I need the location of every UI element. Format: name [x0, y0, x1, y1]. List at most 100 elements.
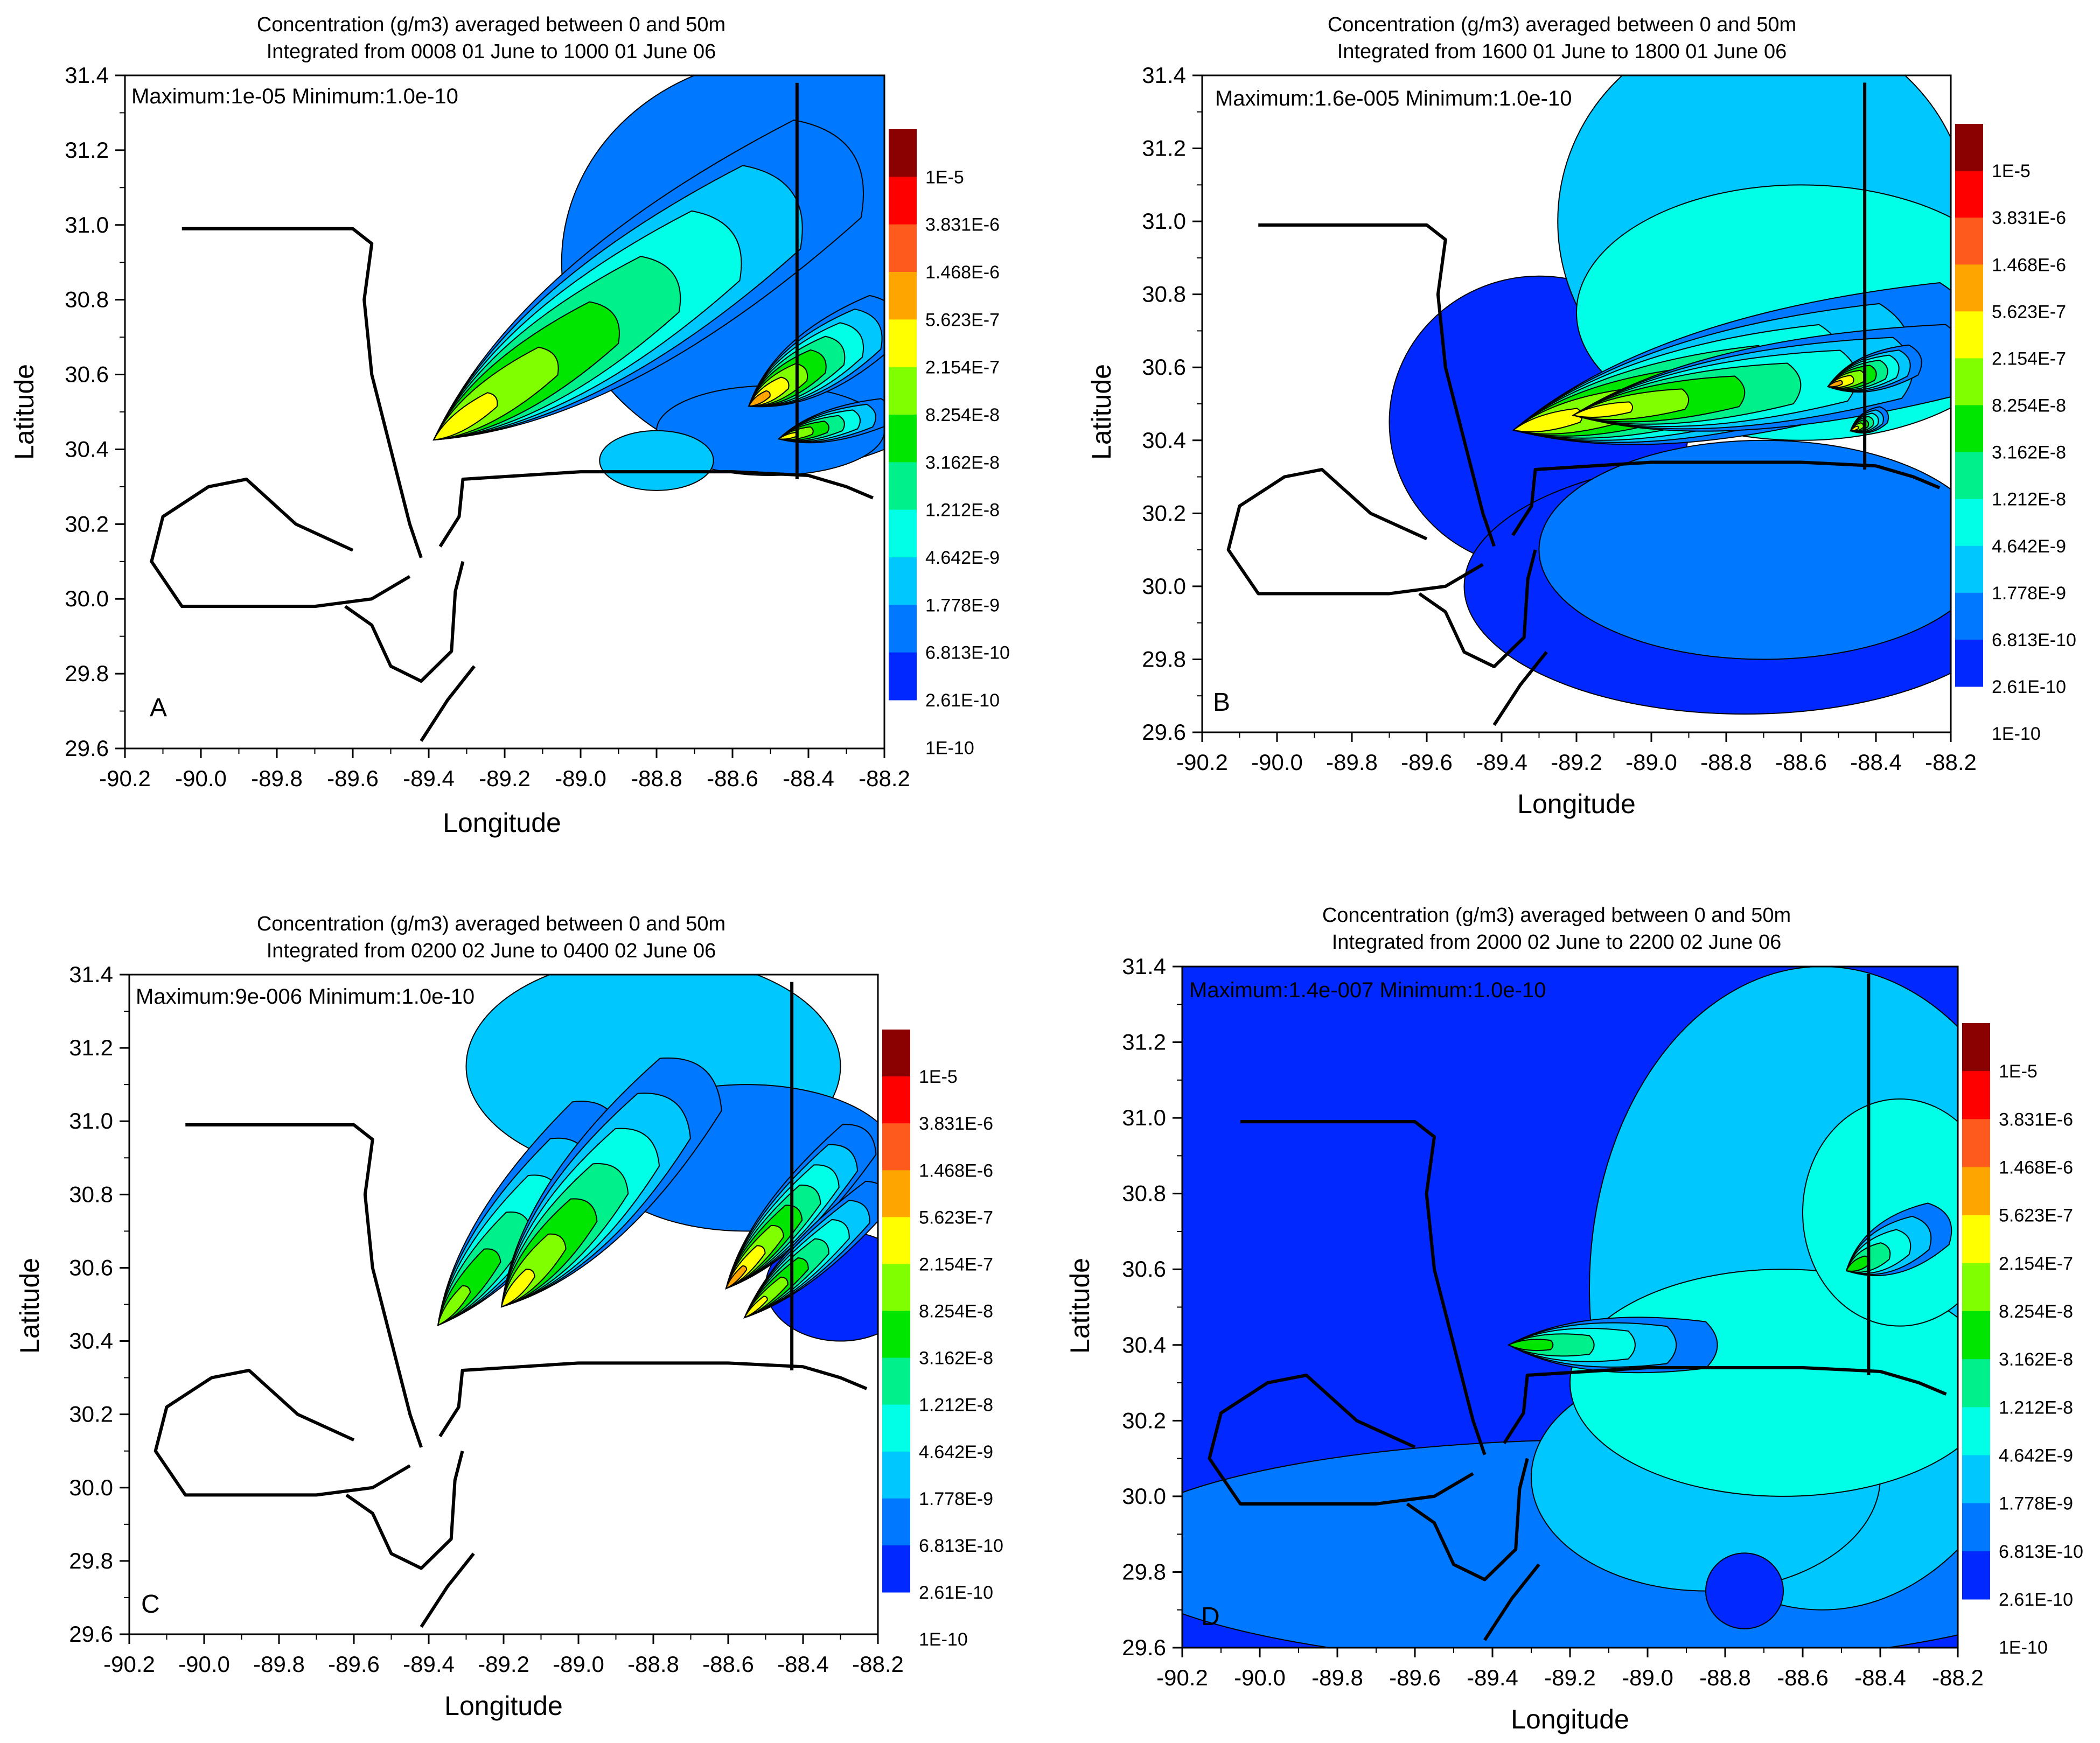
coastline-segment: [182, 227, 423, 558]
panel-d-y-label: Latitude: [1065, 1258, 1095, 1354]
colorbar-swatch: [882, 1264, 910, 1311]
colorbar-label: 2.61E-10: [1992, 677, 2066, 697]
panel-c-label: C: [141, 1590, 160, 1619]
colorbar-swatch: [1955, 218, 1983, 265]
colorbar-label: 3.162E-8: [919, 1348, 993, 1369]
panel-d: Concentration (g/m3) averaged between 0 …: [1065, 904, 2083, 1734]
panel-a-subtitle: Integrated from 0008 01 June to 1000 01 …: [267, 40, 716, 63]
colorbar-label: 1E-5: [1999, 1061, 2038, 1082]
coastline-segment: [1226, 468, 1484, 596]
x-tick-label: -88.4: [1850, 750, 1902, 775]
y-tick-label: 29.8: [1122, 1559, 1166, 1584]
colorbar-label: 2.154E-7: [1999, 1254, 2073, 1274]
colorbar-swatch: [1962, 1263, 1990, 1312]
y-tick-label: 31.4: [69, 962, 113, 987]
x-tick-label: -88.2: [1925, 750, 1977, 775]
panel-a-label: A: [150, 694, 167, 722]
colorbar-label: 3.831E-6: [919, 1114, 993, 1134]
panel-d-subtitle: Integrated from 2000 02 June to 2200 02 …: [1332, 931, 1782, 954]
plume-contour: [432, 392, 498, 441]
x-tick-label: -89.0: [555, 766, 606, 791]
colorbar-label: 1.468E-6: [1999, 1158, 2073, 1178]
colorbar-swatch: [1955, 592, 1983, 640]
colorbar-swatch: [889, 509, 917, 558]
colorbar-swatch: [882, 1451, 910, 1499]
colorbar-label: 8.254E-8: [925, 405, 1000, 425]
colorbar-label: 3.831E-6: [1992, 208, 2066, 228]
x-tick-label: -89.6: [328, 1651, 380, 1677]
x-tick-label: -89.4: [403, 1651, 455, 1677]
colorbar-swatch: [882, 1170, 910, 1217]
panel-d-label: D: [1201, 1602, 1220, 1631]
colorbar-label: 1.212E-8: [1999, 1397, 2073, 1418]
colorbar-label: 1E-10: [919, 1629, 968, 1650]
x-tick-label: -89.0: [1625, 750, 1677, 775]
colorbar-swatch: [882, 1311, 910, 1359]
colorbar-swatch: [889, 367, 917, 415]
colorbar-swatch: [889, 224, 917, 272]
x-tick-label: -90.2: [1176, 750, 1228, 775]
y-tick-label: 31.0: [1142, 208, 1186, 234]
colorbar-label: 3.162E-8: [1992, 443, 2066, 463]
colorbar-swatch: [1955, 311, 1983, 359]
panel-b-y-axis: 29.6 29.8 30.0 30.2 30.4 30.6 30.8 31.0 31.2 31.4: [1142, 62, 1202, 745]
panel-b-y-label: Latitude: [1086, 364, 1117, 460]
x-tick-label: -88.2: [859, 766, 910, 791]
y-tick-label: 30.4: [65, 436, 109, 461]
panel-d-x-axis: -90.2 -90.0 -89.8 -89.6 -89.4 -89.2 -89.0 -88.8…: [1156, 1648, 1984, 1690]
colorbar-swatch: [1955, 171, 1983, 218]
colorbar-label: 1.778E-9: [1999, 1494, 2073, 1514]
colorbar-label: 5.623E-7: [919, 1207, 993, 1228]
coastline-segment: [150, 478, 411, 608]
colorbar-label: 2.154E-7: [1992, 348, 2066, 369]
y-tick-label: 30.8: [69, 1181, 113, 1207]
x-tick-label: -89.2: [1551, 750, 1602, 775]
x-tick-label: -89.4: [1467, 1665, 1518, 1690]
colorbar-label: 3.831E-6: [925, 215, 1000, 235]
concentration-region: [1705, 1552, 1784, 1629]
colorbar-swatch: [1955, 499, 1983, 547]
colorbar-swatch: [882, 1076, 910, 1124]
colorbar-swatch: [1962, 1167, 1990, 1216]
x-tick-label: -90.0: [175, 766, 227, 791]
x-tick-label: -88.4: [783, 766, 834, 791]
colorbar-label: 1E-10: [925, 738, 974, 758]
concentration-region: [1538, 439, 1951, 660]
y-tick-label: 29.8: [69, 1548, 113, 1573]
y-tick-label: 31.0: [1122, 1105, 1166, 1130]
colorbar-swatch: [882, 1030, 910, 1077]
x-tick-label: -90.2: [1156, 1665, 1208, 1690]
y-tick-label: 30.4: [1142, 428, 1186, 453]
panel-b-x-label: Longitude: [1517, 789, 1636, 819]
plume-contour: [500, 1269, 535, 1308]
x-tick-label: -89.8: [1311, 1665, 1363, 1690]
y-tick-label: 29.6: [69, 1621, 113, 1647]
colorbar-swatch: [1962, 1119, 1990, 1167]
colorbar-swatch: [1955, 405, 1983, 453]
x-tick-label: -88.8: [627, 1651, 679, 1677]
coastline-segment: [420, 1552, 475, 1628]
y-tick-label: 30.0: [1142, 573, 1186, 599]
x-tick-label: -88.4: [1854, 1665, 1906, 1690]
y-tick-label: 30.6: [1122, 1256, 1166, 1282]
x-tick-label: -88.6: [702, 1651, 754, 1677]
plume-contour: [1572, 401, 1634, 418]
panel-d-coastline: [1208, 974, 1947, 1641]
panel-d-stats: Maximum:1.4e-007 Minimum:1.0e-10: [1189, 978, 1546, 1002]
panel-c-coastline: [154, 982, 868, 1628]
panel-c-x-label: Longitude: [444, 1691, 563, 1721]
plume-contour: [1849, 425, 1859, 432]
coastline-segment: [345, 1450, 464, 1570]
panel-d-y-axis: 29.6 29.8 30.0 30.2 30.4 30.6 30.8 31.0 31.2 31.4: [1122, 954, 1182, 1660]
colorbar-swatch: [1955, 124, 1983, 171]
colorbar-swatch: [882, 1217, 910, 1264]
colorbar-label: 3.831E-6: [1999, 1109, 2073, 1130]
y-tick-label: 31.2: [1142, 136, 1186, 161]
x-tick-label: -89.8: [1326, 750, 1378, 775]
colorbar-label: 8.254E-8: [1999, 1301, 2073, 1322]
panel-b-subtitle: Integrated from 1600 01 June to 1800 01 …: [1337, 40, 1787, 63]
colorbar-label: 1.778E-9: [919, 1489, 993, 1509]
coastline-segment: [438, 1361, 868, 1438]
colorbar-swatch: [889, 129, 917, 177]
